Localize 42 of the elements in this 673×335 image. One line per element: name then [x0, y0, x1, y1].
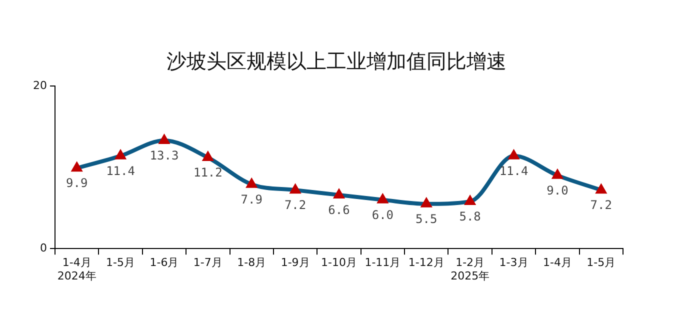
x-tick-label: 1-6月 — [150, 256, 179, 270]
x-tick-label: 1-9月 — [280, 256, 310, 270]
point — [246, 178, 258, 188]
data-label: 9.9 — [66, 176, 88, 190]
data-label: 9.0 — [546, 184, 568, 198]
y-tick-label: 0 — [40, 241, 47, 254]
x-tick-label: 1-11月 — [364, 256, 401, 270]
x-tick-label: 1-3月 — [499, 256, 528, 270]
x-tick-label: 1-5月 — [586, 256, 616, 270]
point — [376, 193, 388, 204]
point — [158, 134, 170, 144]
x-tick-label: 1-7月 — [193, 256, 222, 270]
point — [71, 162, 83, 172]
point — [202, 151, 214, 162]
x-tick-label: 1-10月 — [321, 256, 357, 270]
data-label: 11.4 — [106, 164, 135, 178]
x-tick-label: 1-4月 — [542, 256, 572, 270]
x-tick-label: 1-2月 2025年 — [450, 256, 490, 282]
point — [464, 194, 476, 205]
data-label: 7.2 — [590, 198, 612, 212]
y-tick-label: 20 — [32, 78, 47, 92]
data-label: 7.2 — [284, 198, 306, 212]
point — [508, 149, 520, 160]
data-label: 7.9 — [240, 192, 262, 206]
data-label: 6.6 — [328, 203, 350, 218]
point — [420, 197, 432, 208]
point — [290, 184, 301, 194]
chart-title: 沙坡头区规模以上工业增加值同比增速 — [166, 48, 508, 75]
x-tick-label: 1-4月 2024年 — [57, 256, 96, 282]
x-tick-label: 1-12月 — [408, 256, 444, 270]
data-label: 13.3 — [150, 148, 179, 163]
x-tick-label: 1-5月 — [106, 256, 136, 270]
data-label: 6.0 — [372, 208, 394, 222]
data-label: 5.5 — [416, 212, 438, 226]
data-label: 5.8 — [459, 210, 481, 224]
data-label: 11.2 — [193, 166, 222, 180]
point — [595, 184, 607, 194]
point — [114, 149, 126, 160]
point — [333, 188, 345, 198]
x-tick-label: 1-8月 — [237, 256, 266, 270]
data-label: 11.4 — [499, 164, 528, 178]
point — [552, 168, 564, 179]
